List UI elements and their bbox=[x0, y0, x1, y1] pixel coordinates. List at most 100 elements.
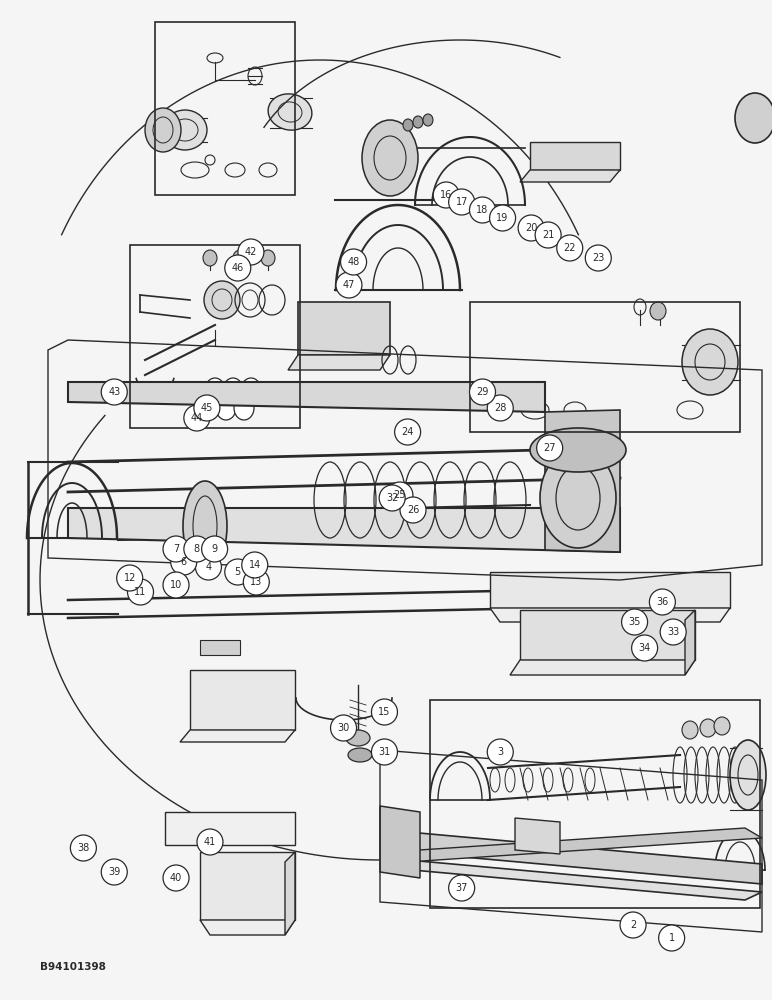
Polygon shape bbox=[515, 818, 560, 854]
Circle shape bbox=[518, 215, 544, 241]
Text: 30: 30 bbox=[337, 723, 350, 733]
Ellipse shape bbox=[261, 250, 275, 266]
Polygon shape bbox=[380, 806, 420, 878]
Circle shape bbox=[379, 485, 405, 511]
Circle shape bbox=[225, 559, 251, 585]
Ellipse shape bbox=[540, 448, 616, 548]
Ellipse shape bbox=[194, 552, 206, 568]
Ellipse shape bbox=[163, 110, 207, 150]
Circle shape bbox=[449, 875, 475, 901]
Ellipse shape bbox=[735, 93, 772, 143]
Ellipse shape bbox=[530, 428, 626, 472]
Ellipse shape bbox=[198, 396, 218, 420]
Polygon shape bbox=[490, 608, 730, 622]
Ellipse shape bbox=[682, 329, 738, 395]
Text: 36: 36 bbox=[656, 597, 669, 607]
Text: 32: 32 bbox=[386, 493, 398, 503]
Circle shape bbox=[394, 419, 421, 445]
Text: 23: 23 bbox=[592, 253, 604, 263]
Circle shape bbox=[660, 619, 686, 645]
Polygon shape bbox=[390, 860, 762, 900]
Bar bbox=[130, 245, 300, 428]
Polygon shape bbox=[288, 355, 390, 370]
Circle shape bbox=[387, 482, 413, 508]
Text: 18: 18 bbox=[476, 205, 489, 215]
Ellipse shape bbox=[183, 481, 227, 571]
Text: 11: 11 bbox=[134, 587, 147, 597]
Ellipse shape bbox=[362, 120, 418, 196]
Polygon shape bbox=[685, 610, 695, 675]
Text: 20: 20 bbox=[525, 223, 537, 233]
Circle shape bbox=[117, 565, 143, 591]
Polygon shape bbox=[285, 852, 295, 935]
Text: 45: 45 bbox=[201, 403, 213, 413]
Circle shape bbox=[620, 912, 646, 938]
Text: 13: 13 bbox=[250, 577, 262, 587]
Text: 14: 14 bbox=[249, 560, 261, 570]
Text: 8: 8 bbox=[194, 544, 200, 554]
Circle shape bbox=[621, 609, 648, 635]
Text: 47: 47 bbox=[343, 280, 355, 290]
Polygon shape bbox=[530, 142, 620, 170]
Circle shape bbox=[163, 572, 189, 598]
Bar bbox=[470, 302, 740, 432]
Text: 10: 10 bbox=[170, 580, 182, 590]
Circle shape bbox=[195, 554, 222, 580]
Circle shape bbox=[535, 222, 561, 248]
Ellipse shape bbox=[223, 378, 243, 402]
Circle shape bbox=[101, 859, 127, 885]
Circle shape bbox=[171, 549, 197, 575]
Bar bbox=[155, 22, 295, 195]
Circle shape bbox=[101, 379, 127, 405]
Ellipse shape bbox=[650, 302, 666, 320]
Circle shape bbox=[585, 245, 611, 271]
Text: 27: 27 bbox=[543, 443, 556, 453]
Text: 44: 44 bbox=[191, 413, 203, 423]
Circle shape bbox=[469, 379, 496, 405]
Ellipse shape bbox=[268, 94, 312, 130]
Circle shape bbox=[371, 739, 398, 765]
Circle shape bbox=[197, 829, 223, 855]
Text: 48: 48 bbox=[347, 257, 360, 267]
Polygon shape bbox=[390, 828, 762, 862]
Text: 43: 43 bbox=[108, 387, 120, 397]
Text: 16: 16 bbox=[440, 190, 452, 200]
Circle shape bbox=[201, 536, 228, 562]
Text: 6: 6 bbox=[181, 557, 187, 567]
Circle shape bbox=[487, 395, 513, 421]
Text: 24: 24 bbox=[401, 427, 414, 437]
Ellipse shape bbox=[700, 719, 716, 737]
Polygon shape bbox=[68, 508, 620, 552]
Polygon shape bbox=[68, 382, 545, 412]
Ellipse shape bbox=[346, 730, 370, 746]
Circle shape bbox=[649, 589, 676, 615]
Text: 7: 7 bbox=[173, 544, 179, 554]
Ellipse shape bbox=[203, 250, 217, 266]
Text: 41: 41 bbox=[204, 837, 216, 847]
Text: 3: 3 bbox=[497, 747, 503, 757]
Circle shape bbox=[127, 579, 154, 605]
Polygon shape bbox=[200, 640, 240, 655]
Ellipse shape bbox=[202, 538, 218, 558]
Circle shape bbox=[184, 536, 210, 562]
Polygon shape bbox=[520, 170, 620, 182]
Ellipse shape bbox=[730, 740, 766, 810]
Text: 33: 33 bbox=[667, 627, 679, 637]
Polygon shape bbox=[180, 730, 295, 742]
Circle shape bbox=[243, 569, 269, 595]
Text: 12: 12 bbox=[124, 573, 136, 583]
Circle shape bbox=[469, 197, 496, 223]
Text: B94101398: B94101398 bbox=[40, 962, 106, 972]
Bar bbox=[430, 700, 760, 908]
Polygon shape bbox=[298, 302, 390, 355]
Text: 9: 9 bbox=[212, 544, 218, 554]
Text: 34: 34 bbox=[638, 643, 651, 653]
Text: 29: 29 bbox=[476, 387, 489, 397]
Ellipse shape bbox=[403, 119, 413, 131]
Circle shape bbox=[449, 189, 475, 215]
Polygon shape bbox=[165, 812, 295, 845]
Polygon shape bbox=[490, 572, 730, 608]
Circle shape bbox=[194, 395, 220, 421]
Text: 39: 39 bbox=[108, 867, 120, 877]
Ellipse shape bbox=[233, 250, 247, 266]
